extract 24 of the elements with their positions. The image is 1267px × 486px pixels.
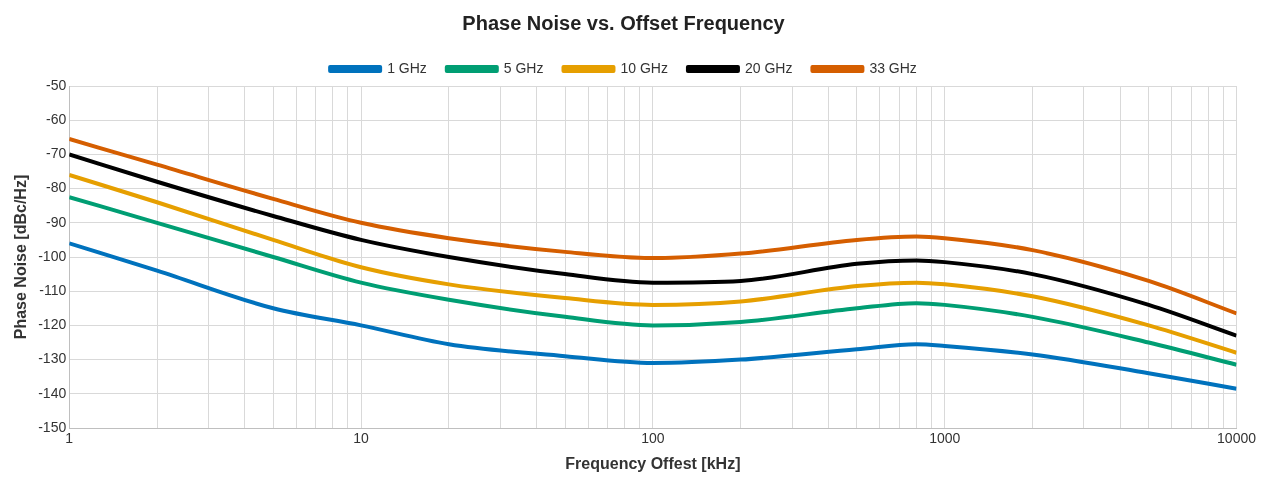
y-tick-label: -90 bbox=[45, 213, 67, 230]
y-tick-label: -130 bbox=[38, 350, 67, 367]
y-tick-label: -150 bbox=[38, 418, 67, 435]
legend-label: 1 GHz bbox=[387, 59, 427, 76]
y-tick-label: -140 bbox=[38, 384, 67, 401]
y-tick-label: -70 bbox=[45, 145, 67, 162]
y-tick-label: -60 bbox=[45, 111, 67, 128]
x-tick-label: 10 bbox=[353, 430, 370, 447]
legend-label: 33 GHz bbox=[869, 59, 917, 76]
y-tick-label: -80 bbox=[45, 179, 67, 196]
x-tick-label: 10000 bbox=[1217, 430, 1257, 447]
x-tick-label: 1 bbox=[65, 430, 74, 447]
y-tick-label: -100 bbox=[38, 247, 67, 264]
x-tick-label: 100 bbox=[641, 430, 665, 447]
y-axis-title: Phase Noise [dBc/Hz] bbox=[12, 174, 30, 340]
legend-label: 20 GHz bbox=[744, 59, 793, 76]
x-tick-label: 1000 bbox=[929, 430, 961, 447]
legend-label: 10 GHz bbox=[620, 59, 668, 76]
legend-label: 5 GHz bbox=[503, 59, 544, 76]
y-tick-label: -120 bbox=[38, 316, 67, 333]
x-axis-title: Frequency Offest [kHz] bbox=[565, 454, 741, 472]
y-tick-label: -50 bbox=[45, 76, 67, 93]
y-tick-label: -110 bbox=[39, 282, 67, 299]
chart-title: Phase Noise vs. Offset Frequency bbox=[462, 11, 786, 34]
